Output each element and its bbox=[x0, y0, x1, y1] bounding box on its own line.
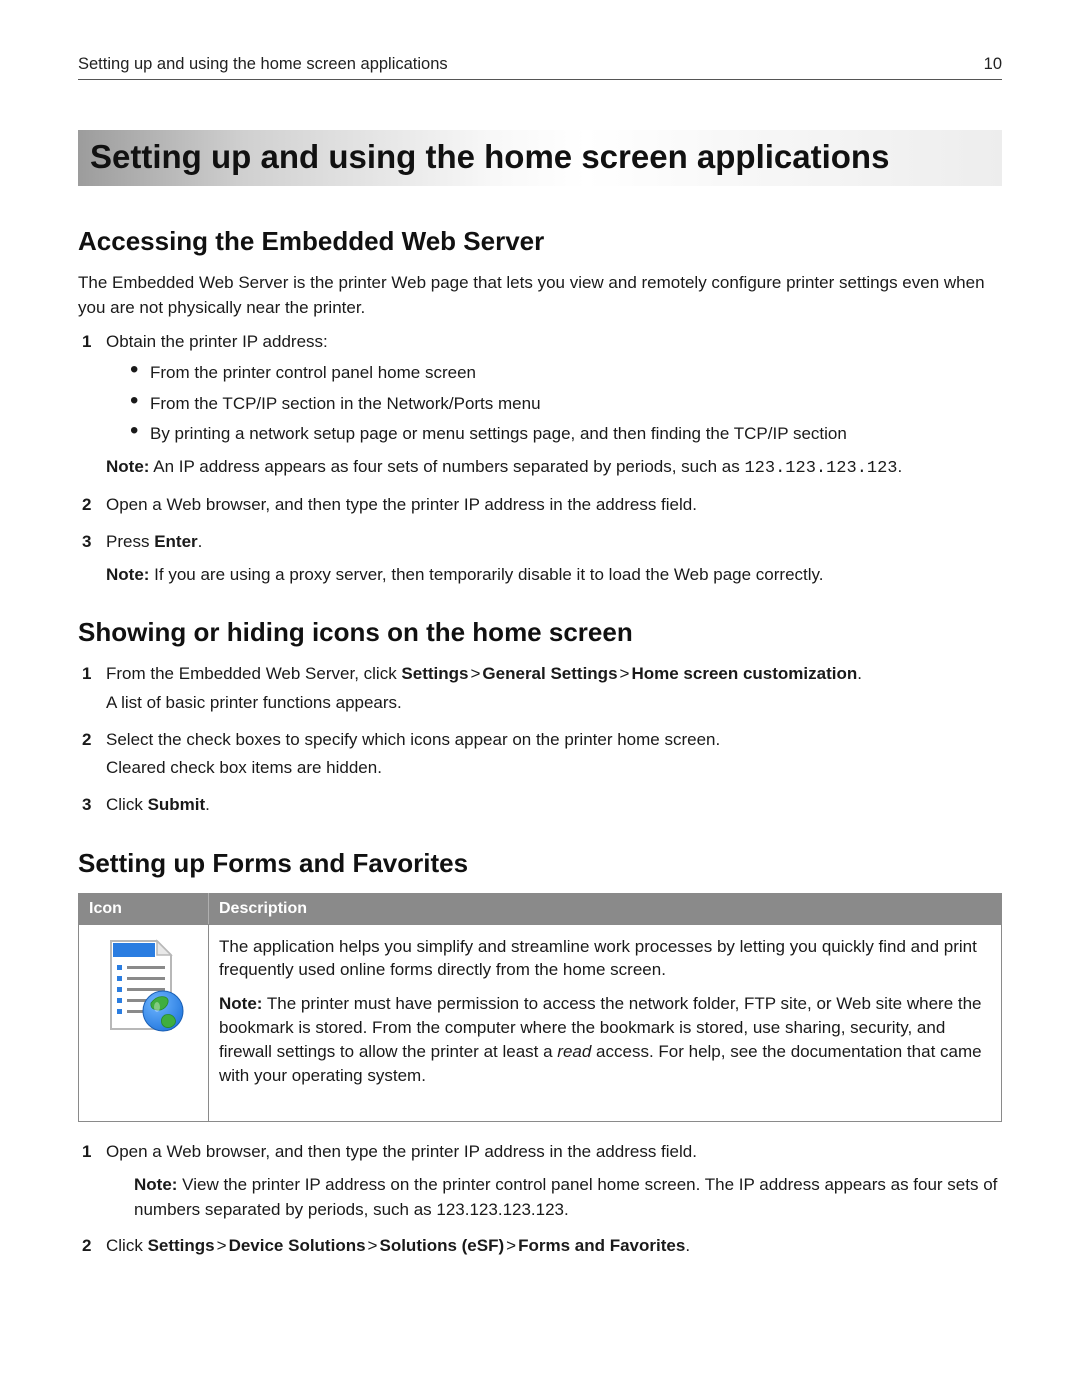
note-label: Note: bbox=[219, 994, 262, 1013]
note-text: View the printer IP address on the print… bbox=[134, 1175, 997, 1219]
access-bullet-2: From the TCP/IP section in the Network/P… bbox=[130, 392, 1002, 417]
note-label: Note: bbox=[106, 565, 149, 584]
forms-step-2: Click Settings>Device Solutions>Solution… bbox=[78, 1234, 1002, 1259]
gt: > bbox=[215, 1236, 229, 1255]
access-steps: Obtain the printer IP address: From the … bbox=[78, 330, 1002, 587]
forms-step-1: Open a Web browser, and then type the pr… bbox=[78, 1140, 1002, 1222]
forms-icon-cell bbox=[79, 924, 209, 1122]
sh-step3-post: . bbox=[205, 795, 210, 814]
gt: > bbox=[618, 664, 632, 683]
forms-description-cell: The application helps you simplify and s… bbox=[209, 924, 1002, 1122]
running-header-pagenum: 10 bbox=[984, 55, 1002, 74]
access-step1-bullets: From the printer control panel home scre… bbox=[106, 361, 1002, 447]
table-header-row: Icon Description bbox=[79, 893, 1002, 924]
showhide-steps: From the Embedded Web Server, click Sett… bbox=[78, 662, 1002, 817]
gt: > bbox=[366, 1236, 380, 1255]
col-icon: Icon bbox=[79, 893, 209, 924]
running-header: Setting up and using the home screen app… bbox=[78, 55, 1002, 80]
step3-post: . bbox=[198, 532, 203, 551]
gt: > bbox=[468, 664, 482, 683]
access-bullet-3: By printing a network setup page or menu… bbox=[130, 422, 1002, 447]
forms-step1-text: Open a Web browser, and then type the pr… bbox=[106, 1142, 697, 1161]
showhide-step-2: Select the check boxes to specify which … bbox=[78, 728, 1002, 781]
document-page: Setting up and using the home screen app… bbox=[0, 0, 1080, 1331]
showhide-step-1: From the Embedded Web Server, click Sett… bbox=[78, 662, 1002, 715]
access-note-2: Note: If you are using a proxy server, t… bbox=[106, 563, 1002, 588]
table-row: The application helps you simplify and s… bbox=[79, 924, 1002, 1122]
sh-step3-pre: Click bbox=[106, 795, 148, 814]
sh-step3-bold: Submit bbox=[148, 795, 206, 814]
access-bullet-1: From the printer control panel home scre… bbox=[130, 361, 1002, 386]
section-heading-access: Accessing the Embedded Web Server bbox=[78, 226, 1002, 257]
forms-step2-post: . bbox=[685, 1236, 690, 1255]
showhide-step-3: Click Submit. bbox=[78, 793, 1002, 818]
forms-desc-note: Note: The printer must have permission t… bbox=[219, 992, 991, 1087]
step3-bold: Enter bbox=[154, 532, 197, 551]
access-intro: The Embedded Web Server is the printer W… bbox=[78, 271, 1002, 320]
section-heading-forms: Setting up Forms and Favorites bbox=[78, 848, 1002, 879]
ip-example: 123.123.123.123 bbox=[744, 459, 897, 478]
section-heading-showhide: Showing or hiding icons on the home scre… bbox=[78, 617, 1002, 648]
note-italic: read bbox=[557, 1042, 591, 1061]
forms-step2-b1: Settings bbox=[148, 1236, 215, 1255]
running-header-title: Setting up and using the home screen app… bbox=[78, 55, 448, 74]
sh-step1-b2: General Settings bbox=[482, 664, 617, 683]
forms-step2-b2: Device Solutions bbox=[229, 1236, 366, 1255]
access-step-2: Open a Web browser, and then type the pr… bbox=[78, 493, 1002, 518]
note-text: If you are using a proxy server, then te… bbox=[149, 565, 823, 584]
access-step1-lead: Obtain the printer IP address: bbox=[106, 332, 328, 351]
col-description: Description bbox=[209, 893, 1002, 924]
sh-step1-b1: Settings bbox=[401, 664, 468, 683]
note-text: An IP address appears as four sets of nu… bbox=[149, 457, 744, 476]
forms-favorites-icon bbox=[99, 935, 189, 1035]
forms-step1-note: Note: View the printer IP address on the… bbox=[134, 1173, 1002, 1222]
access-note-1: Note: An IP address appears as four sets… bbox=[106, 455, 1002, 482]
sh-step1-post: . bbox=[857, 664, 862, 683]
note-label: Note: bbox=[106, 457, 149, 476]
sh-step2-sub: Cleared check box items are hidden. bbox=[106, 756, 1002, 781]
access-step-1: Obtain the printer IP address: From the … bbox=[78, 330, 1002, 481]
forms-step2-b4: Forms and Favorites bbox=[518, 1236, 685, 1255]
sh-step2-main: Select the check boxes to specify which … bbox=[106, 730, 720, 749]
sh-step1-pre: From the Embedded Web Server, click bbox=[106, 664, 401, 683]
forms-step2-b3: Solutions (eSF) bbox=[379, 1236, 504, 1255]
step3-pre: Press bbox=[106, 532, 154, 551]
forms-desc-p1: The application helps you simplify and s… bbox=[219, 935, 991, 983]
page-title: Setting up and using the home screen app… bbox=[78, 130, 1002, 186]
forms-table: Icon Description The application helps y… bbox=[78, 893, 1002, 1123]
sh-step1-sub: A list of basic printer functions appear… bbox=[106, 691, 1002, 716]
note-text-period: . bbox=[898, 457, 903, 476]
gt: > bbox=[504, 1236, 518, 1255]
note-label: Note: bbox=[134, 1175, 177, 1194]
forms-step2-pre: Click bbox=[106, 1236, 148, 1255]
sh-step1-b3: Home screen customization bbox=[631, 664, 857, 683]
access-step-3: Press Enter. Note: If you are using a pr… bbox=[78, 530, 1002, 587]
forms-steps: Open a Web browser, and then type the pr… bbox=[78, 1140, 1002, 1259]
